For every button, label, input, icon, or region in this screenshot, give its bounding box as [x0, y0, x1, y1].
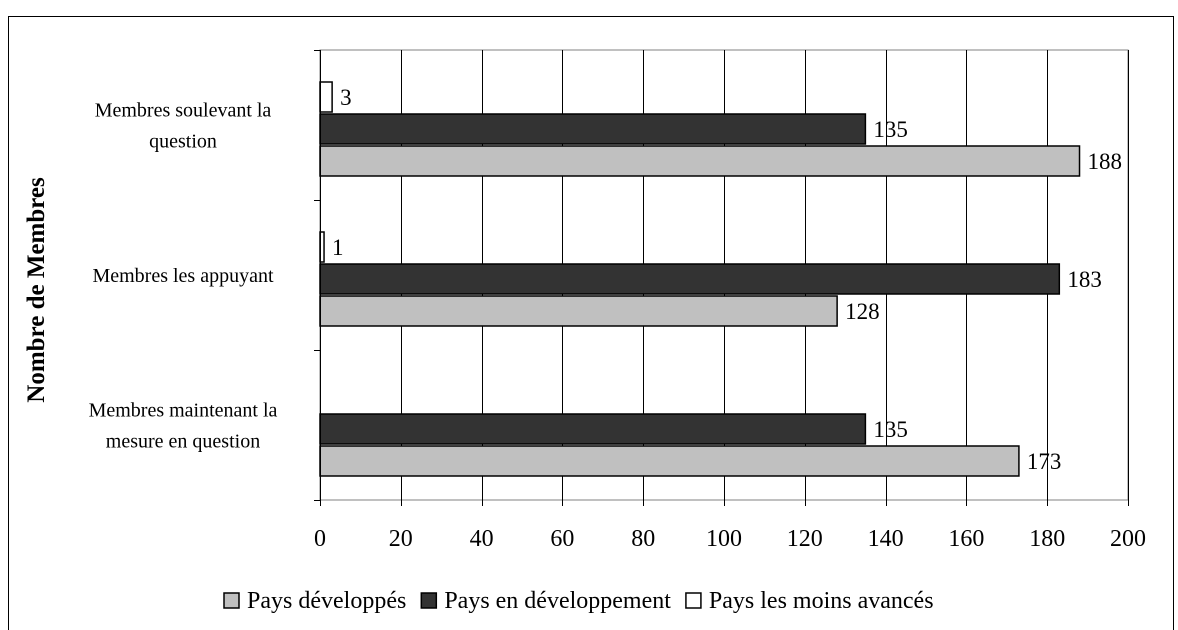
x-tick-label: 140 — [868, 526, 904, 552]
legend-swatch — [685, 592, 702, 609]
bar — [319, 113, 867, 145]
legend: Pays développés Pays en développement Pays… — [223, 588, 934, 614]
y-tick-label: Membres soulevant la — [95, 100, 272, 122]
y-tick-label: Membres maintenant la — [89, 400, 278, 422]
y-axis-title: Nombre de Membres — [23, 177, 50, 403]
bar — [319, 263, 1061, 295]
labels: 0 20 40 60 80 100 120 140 160 180 200 3 135 188 Membre… — [89, 85, 1146, 552]
x-tick-label: 80 — [631, 526, 655, 552]
legend-label: Pays en développement — [444, 588, 671, 614]
x-tick-label: 120 — [787, 526, 823, 552]
x-tick-label: 160 — [948, 526, 984, 552]
x-tick-label: 0 — [314, 526, 326, 552]
chart-frame — [8, 16, 1174, 630]
legend-label: Pays les moins avancés — [709, 588, 934, 614]
x-tick-label: 20 — [389, 526, 413, 552]
legend-label: Pays développés — [247, 588, 406, 614]
bar — [319, 81, 333, 113]
bar — [319, 145, 1081, 177]
legend-swatch — [420, 592, 438, 609]
bars — [319, 81, 1081, 477]
x-tick-label: 60 — [550, 526, 574, 552]
bar — [319, 295, 838, 327]
bar — [319, 413, 867, 445]
y-tick-label: Membres les appuyant — [92, 265, 274, 287]
y-tick-label: question — [149, 131, 217, 153]
legend-swatch — [223, 592, 240, 609]
data-label: 135 — [873, 117, 908, 142]
data-label: 188 — [1088, 149, 1123, 174]
x-tick-label: 200 — [1110, 526, 1146, 552]
axes — [314, 50, 1129, 506]
data-label: 128 — [845, 299, 880, 324]
x-tick-label: 100 — [706, 526, 742, 552]
bar — [319, 445, 1020, 477]
x-tick-label: 180 — [1029, 526, 1065, 552]
data-label: 3 — [340, 85, 352, 110]
data-label: 1 — [332, 235, 344, 260]
x-tick-label: 40 — [470, 526, 494, 552]
data-label: 183 — [1067, 267, 1102, 292]
data-label: 173 — [1027, 449, 1062, 474]
data-label: 135 — [873, 417, 908, 442]
y-tick-label: mesure en question — [106, 431, 260, 453]
